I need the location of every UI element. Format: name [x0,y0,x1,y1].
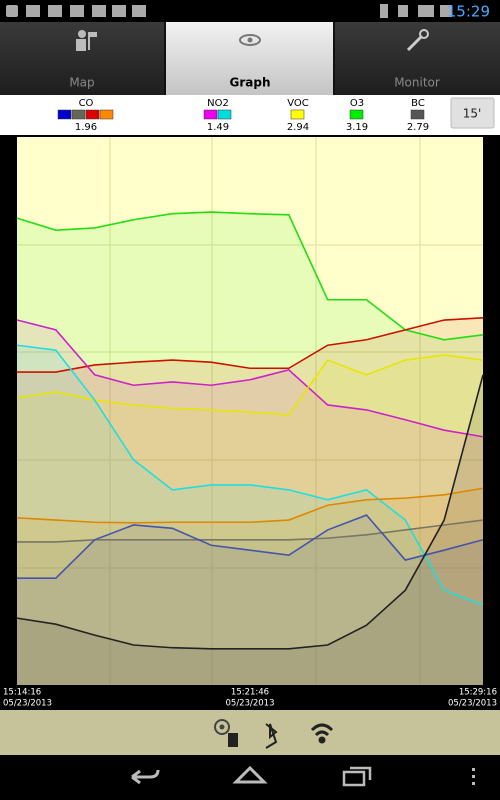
legend-name: CO [79,98,94,109]
bottom-bar [0,710,500,755]
x-date-label: 05/23/2013 [3,699,52,709]
tab-label: Graph [230,76,271,90]
graph-icon [239,34,261,46]
tab-label: Map [69,76,94,90]
home-button[interactable] [232,765,268,784]
legend-value: 1.96 [75,122,97,133]
monitor-icon [406,29,429,52]
series-area [17,345,483,685]
status-time: 15:29 [447,3,490,21]
series-area [17,212,483,686]
x-date-label: 05/23/2013 [448,699,497,709]
series-line [16,319,484,438]
map-icon [76,30,97,51]
legend-value: 2.94 [287,122,309,133]
plot [16,211,484,686]
series-area [17,374,483,685]
series-area [17,488,483,685]
legend-swatch [203,109,218,120]
menu-button[interactable] [472,768,475,785]
legend-value: 2.79 [407,122,429,133]
recents-button[interactable] [342,766,372,787]
x-time-label: 15:21:46 [231,688,269,698]
series-area [17,355,483,685]
nav-bar [0,755,500,800]
x-time-label: 15:29:16 [459,688,497,698]
legend-name: O3 [350,98,364,109]
back-button[interactable] [131,769,160,785]
legend-name: NO2 [207,98,229,109]
legend-value: 1.49 [207,122,229,133]
window-button-label: 15' [463,107,482,121]
legend-swatch [410,109,425,120]
legend-name: BC [411,98,425,109]
legend-swatch [217,109,232,120]
tab-label: Monitor [394,76,440,90]
series-line [16,487,484,524]
series-line [17,317,484,373]
legend-value: 3.19 [346,122,368,133]
series-line [16,344,484,606]
legend-swatch [85,109,100,120]
legend-swatch [71,109,86,120]
legend-name: VOC [287,98,309,109]
legend-swatch [57,109,72,120]
series-area [17,320,483,685]
series-area [17,520,483,685]
series-line [17,514,484,579]
tab-monitor[interactable] [335,22,500,95]
gps-icon [214,719,238,747]
legend-swatch [349,109,364,120]
x-date-label: 05/23/2013 [226,699,275,709]
legend-swatch [99,109,114,120]
status-icons [6,4,452,18]
series-area [17,515,483,685]
x-time-label: 15:14:16 [3,688,41,698]
wifi-icon [310,723,334,744]
series-line [16,374,484,650]
bluetooth-icon [265,723,278,749]
grid [17,137,483,685]
legend-swatch [290,109,305,120]
window-button[interactable] [450,97,495,129]
